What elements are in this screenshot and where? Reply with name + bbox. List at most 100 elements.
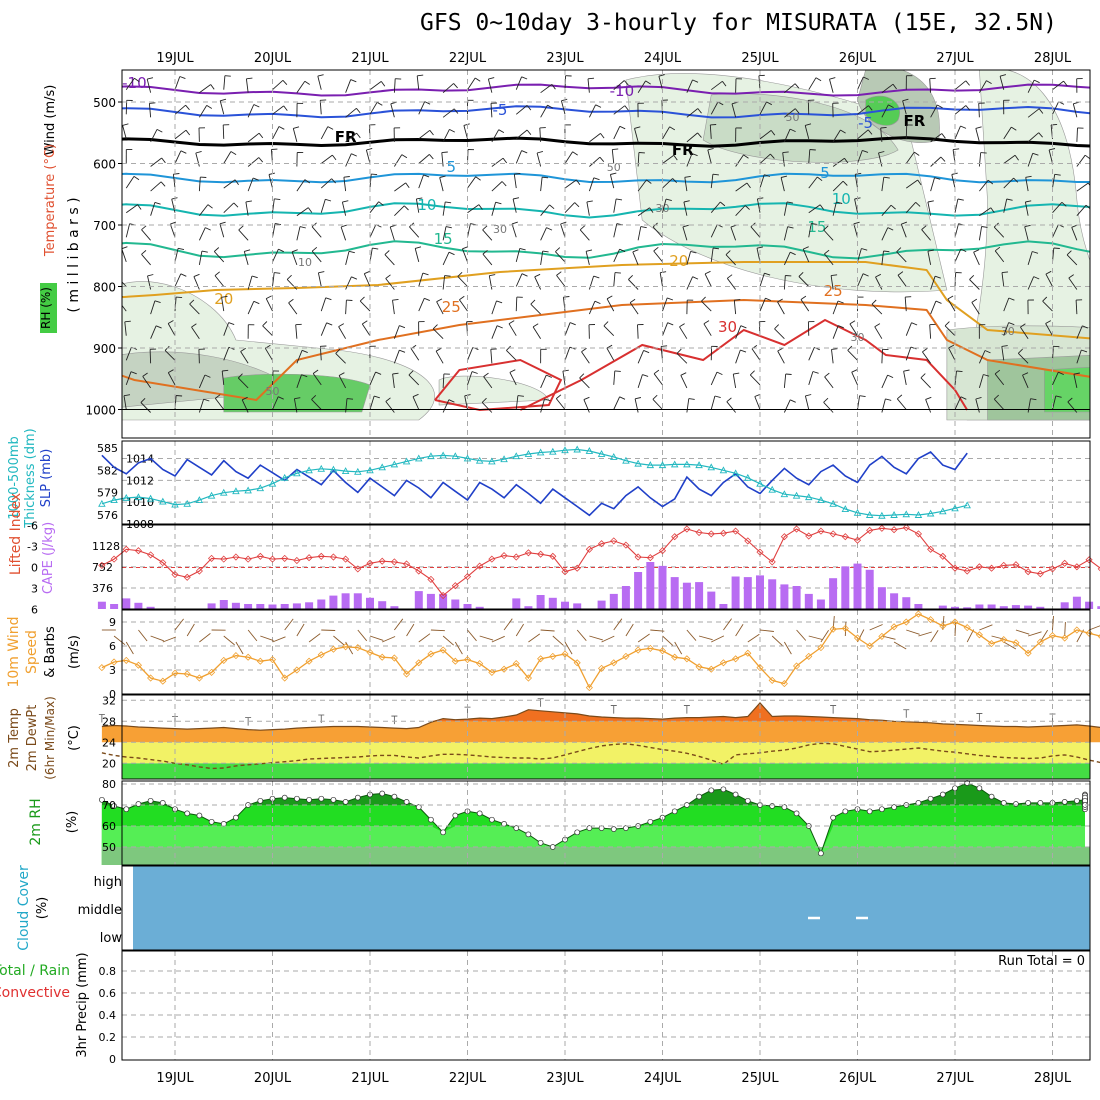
wind-barb-10m <box>783 641 792 655</box>
wind-barb <box>686 153 693 167</box>
wind-barb-flag <box>544 398 551 402</box>
wind-barb-flag <box>606 344 613 349</box>
thickness-point <box>597 450 606 457</box>
wind-barb <box>408 374 420 386</box>
wind-barb <box>881 104 889 118</box>
wind-barb <box>296 350 303 364</box>
wind-barb-flag <box>937 104 943 109</box>
wind-barb-flag <box>441 151 448 154</box>
wind-barb <box>389 226 395 241</box>
wind-barb-10m <box>235 641 244 655</box>
wind-barb <box>221 370 225 385</box>
wind-barb-flag <box>594 300 601 305</box>
wind-barb-flag <box>415 246 422 249</box>
temperature-contour-minus5 <box>122 105 1090 119</box>
wind-tick-label: 6 <box>109 640 116 653</box>
wind-speed-point <box>707 665 715 673</box>
wind-barb <box>272 198 275 213</box>
wind-barb <box>392 300 395 315</box>
temp-tick-label: 32 <box>102 694 116 707</box>
wind-barb-flag <box>219 221 226 225</box>
wind-barb-flag <box>744 205 750 210</box>
wind-barb-flag <box>176 296 183 299</box>
wind-barb-flag <box>789 128 796 133</box>
wind-barb-10m <box>686 629 697 641</box>
wind-barb <box>954 370 957 385</box>
cloud-cover-fill <box>133 866 1090 950</box>
wind-barb-10m <box>820 630 829 643</box>
wind-barb-flag <box>910 346 917 350</box>
wind-barb <box>247 301 255 315</box>
wind-barb-flag <box>740 349 747 353</box>
wind-tick-label: 3 <box>109 664 116 677</box>
rh-point <box>1000 800 1007 806</box>
wind-barb-10m <box>406 623 415 637</box>
wind-barb <box>150 157 162 167</box>
li-point <box>256 552 264 560</box>
wind-barb-flag <box>380 81 386 87</box>
wind-speed-point <box>756 664 764 672</box>
li-point <box>342 555 350 563</box>
cape-bar <box>804 593 813 609</box>
wind-speed-point <box>537 655 545 663</box>
wind-barb-flag <box>161 157 166 164</box>
wind-barb-flag <box>449 128 456 133</box>
cape-bar <box>353 593 362 609</box>
wind-barb-10m <box>650 629 665 632</box>
wind-barb <box>783 226 789 241</box>
li-point <box>756 548 764 556</box>
li-point <box>171 570 179 579</box>
wind-barb <box>345 300 347 315</box>
wind-barb <box>735 205 746 217</box>
wind-barb-flag <box>204 374 211 378</box>
thickness-point <box>268 479 277 487</box>
wind-barb <box>735 154 744 167</box>
temperature-contour-25 <box>122 298 1090 402</box>
wind-barb <box>536 152 542 167</box>
wind-barb-flag <box>222 369 229 372</box>
cape-bar <box>207 603 216 609</box>
wind-barb-flag <box>716 371 723 376</box>
wind-barb <box>288 302 298 315</box>
rh-point <box>184 810 191 817</box>
wind-barb-flag <box>660 271 667 274</box>
pressure-tick-label: 600 <box>93 158 116 172</box>
wind-barb <box>925 399 932 413</box>
wind-barb-flag <box>911 322 918 326</box>
wind-barb-flag <box>887 227 894 231</box>
wind-barb-flag <box>185 104 190 111</box>
wind-barb <box>847 349 858 361</box>
cape-bar <box>341 593 350 609</box>
wind-speed-point <box>829 625 837 633</box>
li-point <box>866 526 874 534</box>
li-line <box>101 527 1100 597</box>
wind-barb <box>174 150 182 164</box>
wind-barb-flag <box>935 300 942 304</box>
wind-barb <box>1027 108 1040 118</box>
wind-barb-flag <box>965 80 970 86</box>
wind-barb <box>637 374 643 389</box>
wind-barb-flag <box>948 344 955 349</box>
wind-barb <box>849 323 858 336</box>
wind-barb-flag <box>301 349 308 354</box>
cape-bar <box>951 606 959 609</box>
contour-label: FR <box>335 128 357 146</box>
thickness-point <box>414 454 423 462</box>
wind-barb-flag <box>815 77 822 82</box>
wind-speed-point <box>159 677 167 685</box>
wind-speed-point <box>646 644 654 652</box>
wind-barb-flag <box>278 248 284 253</box>
rh2m-unit-label: (%) <box>65 811 80 834</box>
temp-tick-label: 28 <box>102 715 116 728</box>
wind-barb <box>979 207 992 217</box>
wind-barb <box>653 373 663 386</box>
wind-barb-10m <box>296 623 305 637</box>
wind-barb-flag <box>1034 79 1040 84</box>
cape-bar <box>573 603 582 609</box>
wind-barb-flag <box>448 399 455 403</box>
wind-barb-10m <box>893 641 907 650</box>
wind-speed-point <box>293 666 301 674</box>
wind-barb <box>439 177 444 192</box>
cape-bar <box>756 575 764 609</box>
wind-barb-flag <box>658 74 665 77</box>
